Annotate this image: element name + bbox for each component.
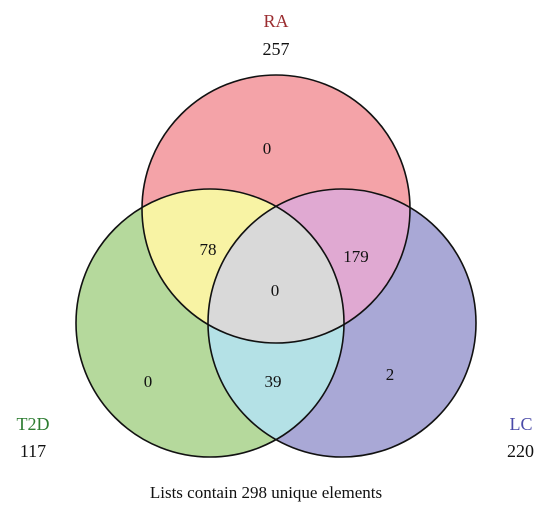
t2d-only-value: 0 — [144, 372, 153, 391]
t2d-count: 117 — [20, 441, 46, 461]
all-three-overlap — [208, 189, 344, 343]
t2d-label: T2D — [17, 414, 50, 434]
lc-outline — [207, 188, 477, 458]
lc-label: LC — [509, 414, 532, 434]
ra-t2d-value: 78 — [200, 240, 217, 259]
ra-outline — [141, 74, 411, 344]
ra-lc-value: 179 — [343, 247, 369, 266]
all-three-value: 0 — [271, 281, 280, 300]
lc-count: 220 — [507, 441, 534, 461]
t2d-lc-value: 39 — [265, 372, 282, 391]
ra-count: 257 — [263, 39, 290, 59]
ra-only-value: 0 — [263, 139, 272, 158]
ra-label: RA — [263, 11, 288, 31]
lc-only-value: 2 — [386, 365, 395, 384]
t2d-outline — [75, 188, 345, 458]
caption: Lists contain 298 unique elements — [150, 483, 382, 502]
